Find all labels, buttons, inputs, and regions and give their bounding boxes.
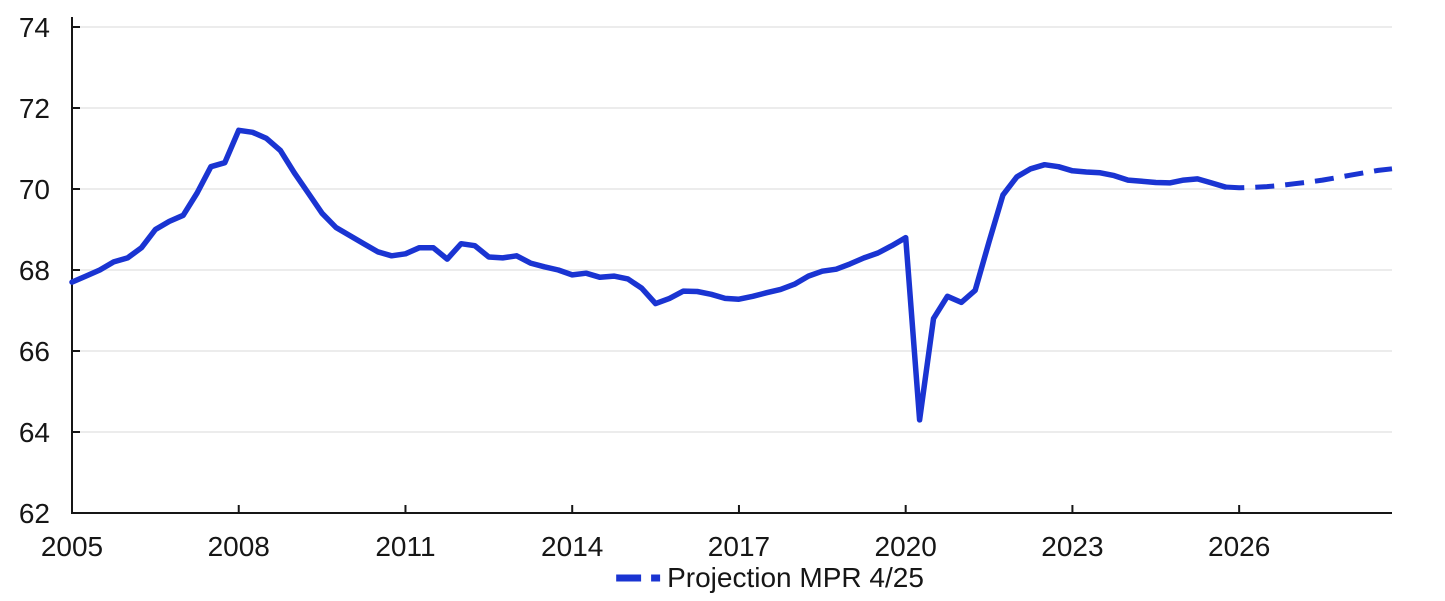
y-tick-label: 64 <box>19 417 50 448</box>
projection-dash-icon <box>616 574 663 582</box>
y-tick-label: 70 <box>19 174 50 205</box>
legend: Projection MPR 4/25 <box>616 563 924 593</box>
y-tick-label: 72 <box>19 93 50 124</box>
y-tick-label: 68 <box>19 255 50 286</box>
x-tick-label: 2005 <box>41 531 103 562</box>
x-tick-label: 2026 <box>1208 531 1270 562</box>
legend-label: Projection MPR 4/25 <box>667 562 924 593</box>
x-tick-label: 2020 <box>875 531 937 562</box>
y-tick-label: 66 <box>19 336 50 367</box>
actual-series-line <box>69 127 1229 423</box>
x-tick-label: 2023 <box>1041 531 1103 562</box>
x-tick-label: 2014 <box>541 531 603 562</box>
projection-series-line <box>1225 166 1393 191</box>
x-tick-label: 2011 <box>375 531 435 562</box>
y-tick-label: 62 <box>19 498 50 529</box>
y-tick-label: 74 <box>19 12 50 43</box>
x-tick-label: 2008 <box>208 531 270 562</box>
x-tick-label: 2017 <box>708 531 770 562</box>
